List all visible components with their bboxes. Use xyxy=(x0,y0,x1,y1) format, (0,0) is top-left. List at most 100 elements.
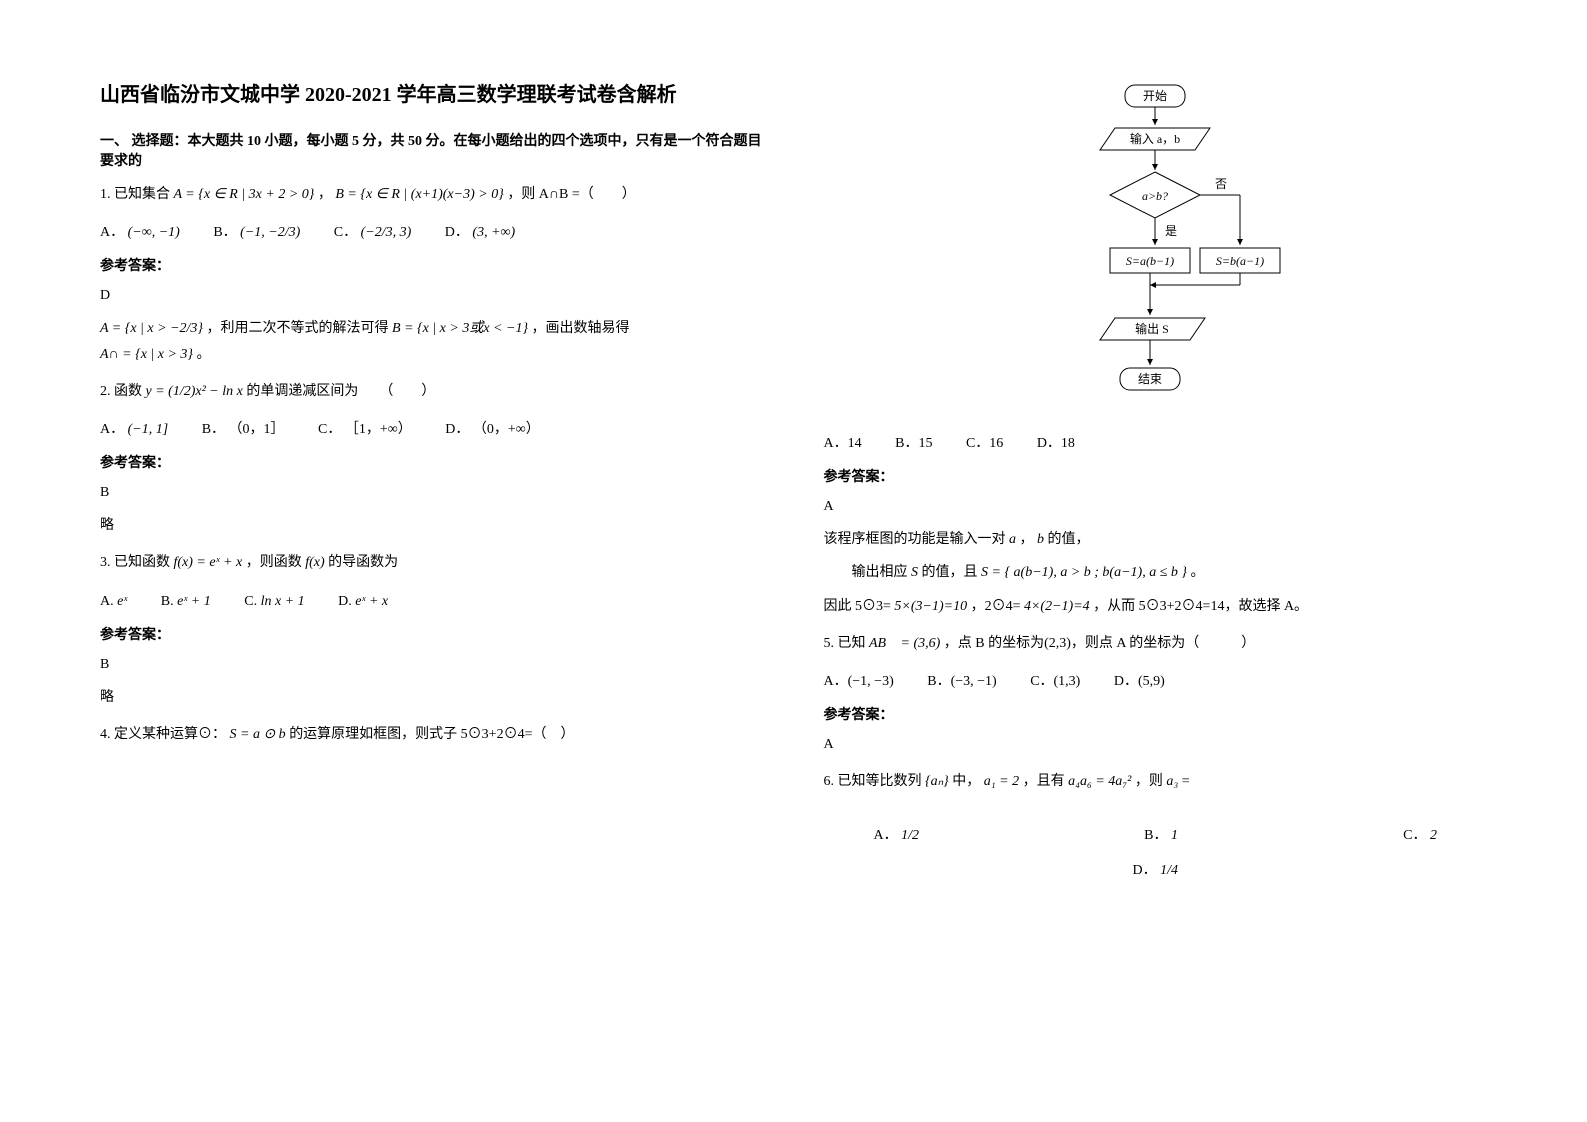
q1-option-b: B． (−1, −2/3) xyxy=(213,219,300,247)
q6-option-d: D． 1/4 xyxy=(1132,863,1178,878)
q6-target: a₃ xyxy=(1166,774,1178,789)
flowchart-start-text: 开始 xyxy=(1143,89,1167,103)
q6-options-row1: A． 1/2 B． 1 C． 2 xyxy=(824,824,1488,844)
q2-stem-prefix: 2. 函数 xyxy=(100,384,142,399)
q3-option-d: D. eˣ + x xyxy=(338,588,388,616)
question-4-stem: 4. 定义某种运算⊙： S = a ⊙ b 的运算原理如框图，则式子 5⊙3+2… xyxy=(100,722,764,747)
q1-answer-label: 参考答案： xyxy=(100,255,764,275)
q4-exp2-end: 。 xyxy=(1190,565,1204,580)
q2-option-b: B． （0，1］ xyxy=(202,416,285,444)
q1-options: A． (−∞, −1) B． (−1, −2/3) C． (−2/3, 3) D… xyxy=(100,219,764,247)
q3-opt-d-label: D. xyxy=(338,594,352,609)
q2-opt-b-label: B． xyxy=(202,422,225,437)
q4-option-a: A．14 xyxy=(824,430,862,458)
q1-set-a: A = {x ∈ R | 3x + 2 > 0} xyxy=(174,187,315,202)
q1-opt-d: (3, +∞) xyxy=(472,225,515,240)
q5-option-a: A．(−1, −3) xyxy=(824,668,894,696)
q5-option-b: B．(−3, −1) xyxy=(927,668,996,696)
question-3: 3. 已知函数 f(x) = eˣ + x ，则函数 f(x) 的导函数为 xyxy=(100,550,764,575)
q4-exp3-mid: ，2⊙4= xyxy=(971,599,1021,614)
q1-explain-suffix: ，画出数轴易得 xyxy=(532,321,630,336)
q3-options: A. eˣ B. eˣ + 1 C. ln x + 1 D. eˣ + x xyxy=(100,588,764,616)
q3-opt-a-label: A. xyxy=(100,594,114,609)
q4-options: A．14 B．15 C．16 D．18 xyxy=(824,430,1488,458)
q4-exp3-calc2: 4×(2−1)=4 xyxy=(1024,599,1090,614)
q1-answer: D xyxy=(100,283,764,308)
q4-exp2-mid: 的值，且 xyxy=(922,565,978,580)
q3-func: f(x) = eˣ + x xyxy=(174,555,243,570)
question-2: 2. 函数 y = (1/2)x² − ln x 的单调递减区间为 （ ） xyxy=(100,379,764,404)
flowchart-end-text: 结束 xyxy=(1138,372,1162,386)
q4-exp1-suffix: 的值， xyxy=(1048,532,1090,547)
q3-opt-b: eˣ + 1 xyxy=(177,594,211,609)
q3-opt-c: ln x + 1 xyxy=(261,594,305,609)
q5-option-c: C．(1,3) xyxy=(1030,668,1080,696)
question-5: 5. 已知 AB⃗ = (3,6) ，点 B 的坐标为(2,3)，则点 A 的坐… xyxy=(824,631,1488,656)
flowchart-cond-text: a>b? xyxy=(1142,189,1168,203)
q3-option-b: B. eˣ + 1 xyxy=(161,588,211,616)
flowchart-yes-text: 是 xyxy=(1165,224,1177,238)
right-column: 开始 输入 a，b a>b? 是 否 S=a(b−1) xyxy=(824,80,1488,879)
q2-option-a: A． (−1, 1] xyxy=(100,416,168,444)
q6-seq: {aₙ} xyxy=(925,774,949,789)
q2-func: y = (1/2)x² − ln x xyxy=(146,384,243,399)
q6-opt-c: 2 xyxy=(1430,828,1437,843)
q6-opt-a: 1/2 xyxy=(901,828,919,843)
q3-func2: f(x) xyxy=(305,555,324,570)
q6-opt-d: 1/4 xyxy=(1160,863,1178,878)
flowchart-svg: 开始 输入 a，b a>b? 是 否 S=a(b−1) xyxy=(1065,80,1295,410)
q5-vec: AB⃗ = (3,6) xyxy=(869,636,940,651)
q2-options: A． (−1, 1] B． （0，1］ C． ［1，+∞） D． （0，+∞） xyxy=(100,416,764,444)
q3-explain: 略 xyxy=(100,685,764,710)
q5-option-d: D．(5,9) xyxy=(1114,668,1165,696)
q3-stem-mid: ，则函数 xyxy=(246,555,302,570)
flowchart-right-text: S=b(a−1) xyxy=(1216,254,1264,268)
flowchart-output-text: 输出 S xyxy=(1135,321,1169,336)
q2-opt-c-label: C． xyxy=(318,422,341,437)
question-6: 6. 已知等比数列 {aₙ} 中， a₁ = 2 ，且有 a₄a₆ = 4a₇²… xyxy=(824,769,1488,794)
q6-opt-b: 1 xyxy=(1171,828,1178,843)
q6-options-row2: D． 1/4 xyxy=(824,859,1488,879)
q3-option-a: A. eˣ xyxy=(100,588,127,616)
section-heading: 一、 选择题：本大题共 10 小题，每小题 5 分，共 50 分。在每小题给出的… xyxy=(100,130,764,170)
q4-exp2-prefix: 输出相应 xyxy=(824,565,908,580)
q6-stem-mid1: 中， xyxy=(952,774,980,789)
q4-explain-1: 该程序框图的功能是输入一对 a ， b 的值， xyxy=(824,527,1488,552)
q1-opt-c-label: C． xyxy=(334,225,357,240)
q2-opt-a-label: A． xyxy=(100,422,124,437)
q4-expr: S = a ⊙ b xyxy=(230,727,286,742)
q1-explain-bset: B = {x | x > 3或x < −1} xyxy=(392,321,528,336)
left-column: 山西省临汾市文城中学 2020-2021 学年高三数学理联考试卷含解析 一、 选… xyxy=(100,80,764,879)
q5-stem-prefix: 5. 已知 xyxy=(824,636,866,651)
q6-option-b: B． 1 xyxy=(1144,824,1178,844)
q3-stem-prefix: 3. 已知函数 xyxy=(100,555,170,570)
q1-opt-a: (−∞, −1) xyxy=(128,225,180,240)
q1-stem-suffix: ，则 A∩B =（ ） xyxy=(507,187,635,202)
q2-opt-d-label: D． xyxy=(445,422,469,437)
q4-option-c: C．16 xyxy=(966,430,1003,458)
q1-explain-a: A = {x | x > −2/3} xyxy=(100,321,203,336)
q2-opt-a: (−1, 1] xyxy=(128,422,169,437)
flowchart-input-text: 输入 a，b xyxy=(1130,131,1180,146)
q6-opt-a-label: A． xyxy=(874,828,898,843)
q2-option-d: D． （0，+∞） xyxy=(445,416,540,444)
q2-opt-b: （0，1］ xyxy=(229,422,285,437)
q4-exp3-prefix: 因此 5⊙3= xyxy=(824,599,891,614)
q1-explain: A = {x | x > −2/3} ，利用二次不等式的解法可得 B = {x … xyxy=(100,316,764,366)
question-1: 1. 已知集合 A = {x ∈ R | 3x + 2 > 0} ， B = {… xyxy=(100,182,764,207)
exam-title: 山西省临汾市文城中学 2020-2021 学年高三数学理联考试卷含解析 xyxy=(100,80,764,110)
q4-exp1-comma: ， xyxy=(1020,532,1034,547)
q1-opt-a-label: A． xyxy=(100,225,124,240)
q1-opt-b: (−1, −2/3) xyxy=(240,225,300,240)
q4-option-b: B．15 xyxy=(895,430,932,458)
q4-option-d: D．18 xyxy=(1037,430,1075,458)
q4-answer-label: 参考答案： xyxy=(824,466,1488,486)
q4-exp2-formula: S = { a(b−1), a > b ; b(a−1), a ≤ b } xyxy=(981,565,1187,580)
q3-opt-d: eˣ + x xyxy=(355,594,388,609)
q6-opt-c-label: C． xyxy=(1403,828,1426,843)
q4-stem-prefix: 4. 定义某种运算⊙： xyxy=(100,727,226,742)
q4-explain-3: 因此 5⊙3= 5×(3−1)=10 ，2⊙4= 4×(2−1)=4 ，从而 5… xyxy=(824,594,1488,619)
q5-answer: A xyxy=(824,732,1488,757)
q6-stem-mid2: ，且有 xyxy=(1023,774,1065,789)
flowchart-no-text: 否 xyxy=(1215,177,1227,191)
